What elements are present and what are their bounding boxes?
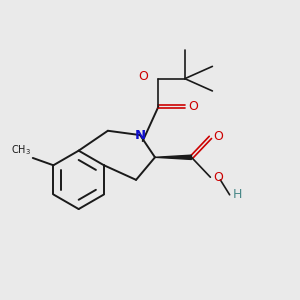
Text: CH$_3$: CH$_3$ [11, 143, 31, 157]
Text: O: O [214, 130, 224, 143]
Text: O: O [188, 100, 198, 113]
Text: N: N [134, 129, 146, 142]
Text: H: H [232, 188, 242, 201]
Text: O: O [214, 171, 224, 184]
Text: O: O [138, 70, 148, 83]
Polygon shape [155, 155, 191, 160]
